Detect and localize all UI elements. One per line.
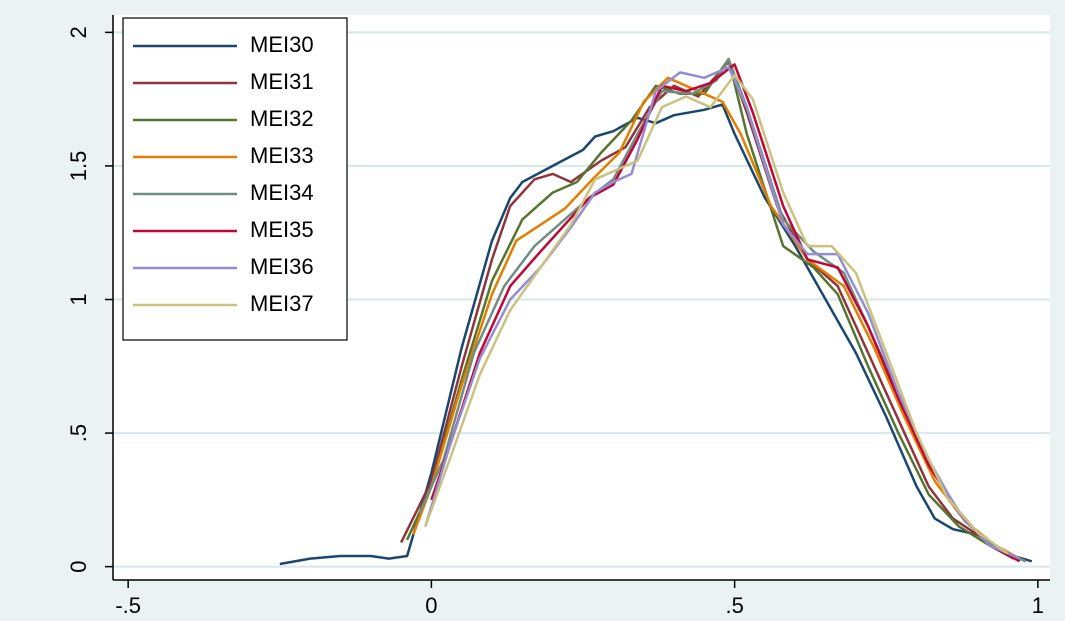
line xyxy=(430,63,1021,563)
y-tick-label: 1 xyxy=(66,293,91,305)
line xyxy=(399,60,1027,563)
legend-label: MEI31 xyxy=(250,69,314,94)
legend-label: MEI35 xyxy=(250,217,314,242)
legend-label: MEI32 xyxy=(250,106,314,131)
y-tick-label: .5 xyxy=(66,424,91,442)
x-tick-label: 1 xyxy=(1032,593,1044,618)
x-tick-label: .5 xyxy=(725,593,743,618)
line xyxy=(424,65,1021,560)
legend-label: MEI36 xyxy=(250,254,314,279)
x-tick-label: 0 xyxy=(425,593,437,618)
legend-label: MEI33 xyxy=(250,143,314,168)
legend-label: MEI34 xyxy=(250,180,314,205)
legend-box xyxy=(122,17,348,341)
x-tick-label: -.5 xyxy=(115,593,141,618)
y-tick-label: 0 xyxy=(66,561,91,573)
line xyxy=(424,73,1009,555)
legend-label: MEI30 xyxy=(250,32,314,57)
y-tick-label: 2 xyxy=(66,26,91,38)
y-tick-label: 1.5 xyxy=(66,151,91,182)
legend-label: MEI37 xyxy=(250,291,314,316)
